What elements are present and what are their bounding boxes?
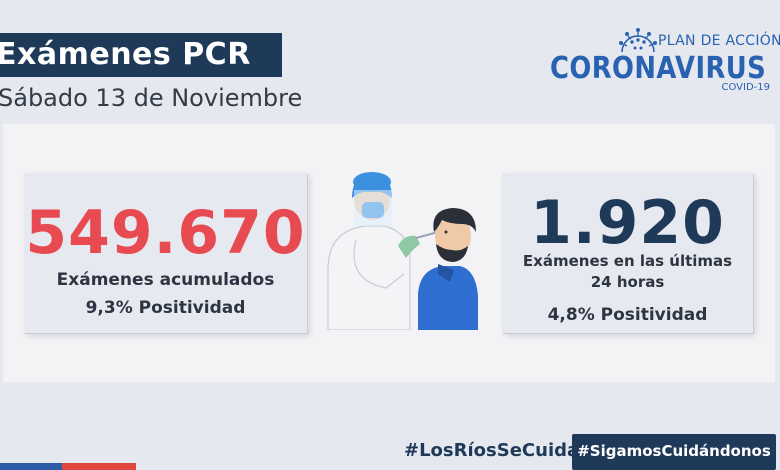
last-24h-label-line1: Exámenes en las últimas [522,252,733,270]
health-worker-swab-illustration [327,172,478,330]
report-date: Sábado 13 de Noviembre [0,84,303,112]
last-24h-value: 1.920 [530,188,725,258]
hashtag-sigamos: #SigamosCuidándonos [572,434,776,470]
chile-flag-stripe [0,463,136,470]
page-title: Exámenes PCR [0,37,251,72]
covid-label: COVID-19 [721,82,770,93]
coronavirus-wordmark: CORONAVIRUS [550,51,767,86]
last-24h-card [502,173,753,333]
cumulative-label: Exámenes acumulados [56,270,275,290]
plan-label: PLAN DE ACCIÓN [658,33,780,49]
cumulative-positivity: 9,3% Positividad [85,298,246,318]
hashtag-los-rios: #LosRíosSeCuida [404,440,580,461]
cumulative-value: 549.670 [25,198,306,268]
last-24h-label-line2: 24 horas [590,273,665,291]
cumulative-card [24,173,307,333]
last-24h-positivity: 4,8% Positividad [547,305,708,325]
coronavirus-plan-logo: PLAN DE ACCIÓN CORONAVIRUS COVID-19 [548,24,780,96]
virus-icon [619,28,657,53]
page-title-bar: Exámenes PCR [0,33,282,77]
